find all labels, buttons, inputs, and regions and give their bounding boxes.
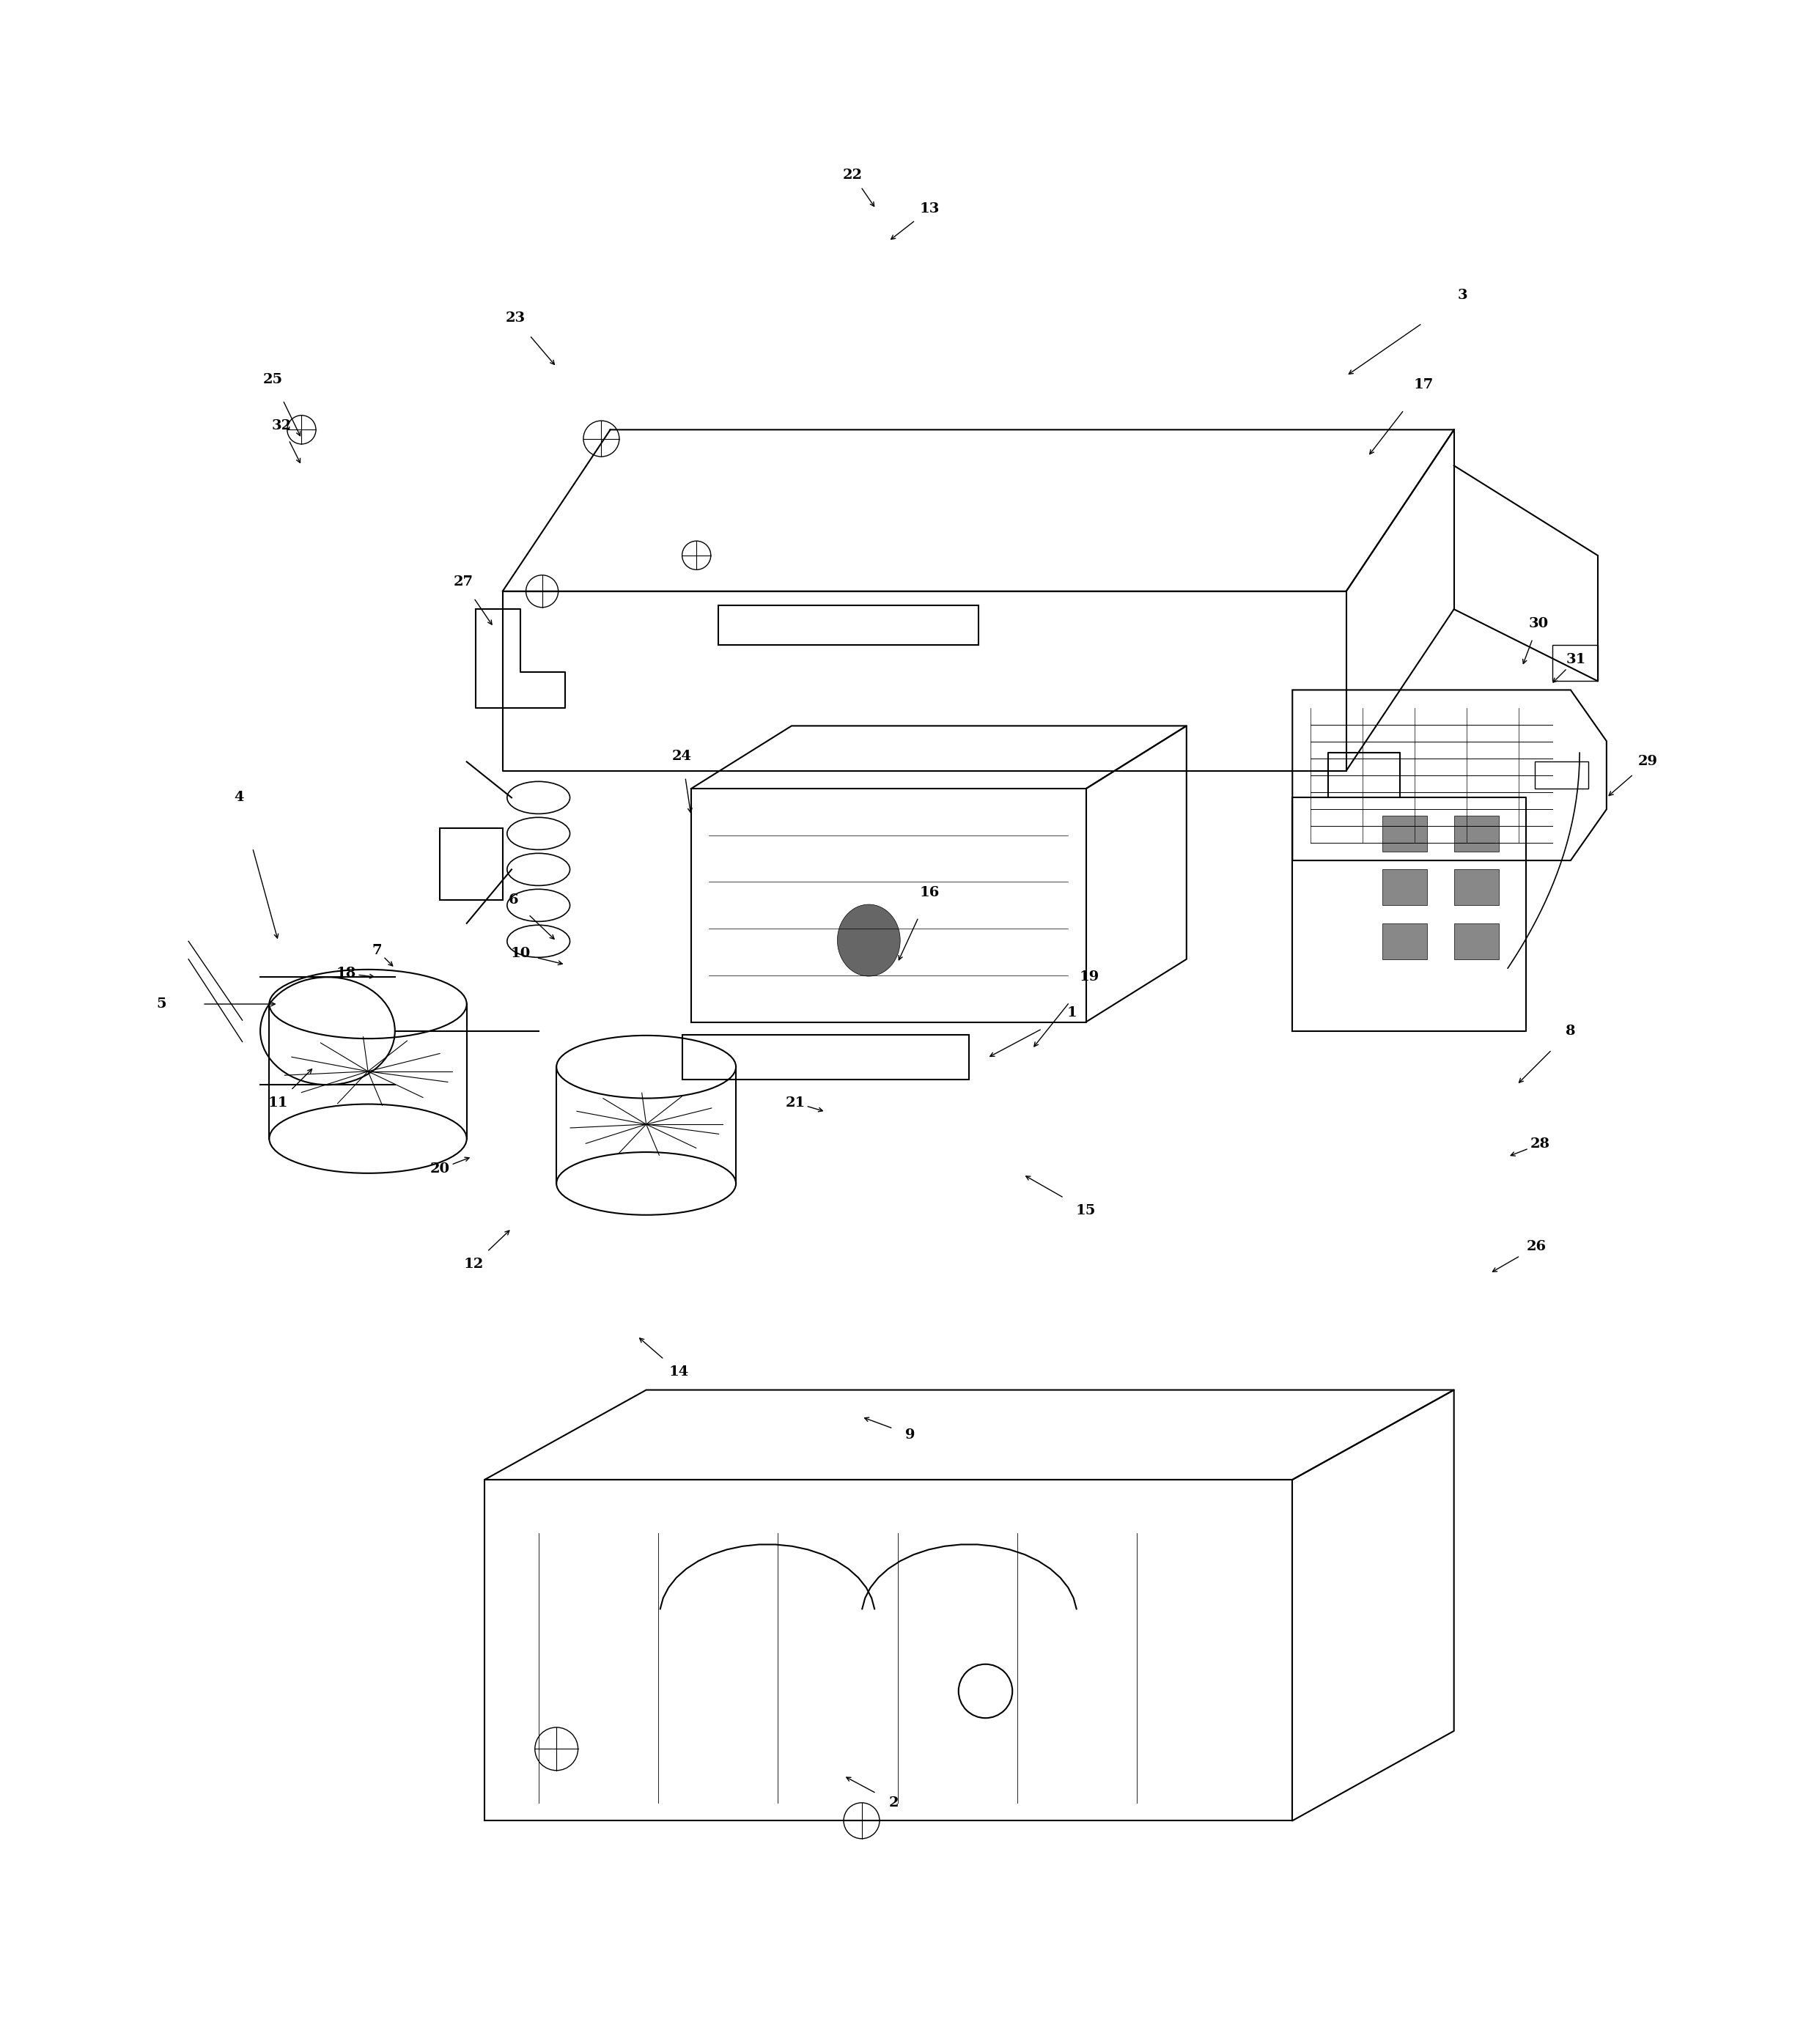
Text: 22: 22 <box>842 168 863 182</box>
Text: 23: 23 <box>504 313 526 325</box>
Text: 28: 28 <box>1529 1136 1551 1151</box>
Text: 19: 19 <box>1079 971 1100 983</box>
Text: 18: 18 <box>336 967 357 981</box>
Text: 17: 17 <box>1413 378 1434 392</box>
Text: 25: 25 <box>262 372 284 386</box>
Text: 9: 9 <box>905 1429 915 1441</box>
Text: 8: 8 <box>1565 1024 1576 1038</box>
Bar <box>1454 924 1499 959</box>
Bar <box>1535 762 1589 789</box>
Bar <box>440 828 503 899</box>
Text: 2: 2 <box>889 1797 899 1809</box>
Bar <box>1382 816 1427 852</box>
Text: 16: 16 <box>919 887 941 899</box>
Ellipse shape <box>836 903 901 977</box>
Text: 12: 12 <box>463 1257 485 1271</box>
Text: 32: 32 <box>271 419 293 433</box>
Text: 3: 3 <box>1458 288 1468 303</box>
Text: 5: 5 <box>156 997 167 1010</box>
Text: 1: 1 <box>1066 1006 1077 1020</box>
Bar <box>682 1034 969 1079</box>
Bar <box>1454 816 1499 852</box>
Text: 20: 20 <box>429 1163 451 1175</box>
Text: 27: 27 <box>452 576 474 589</box>
Text: 6: 6 <box>508 893 519 908</box>
Text: 31: 31 <box>1565 652 1587 666</box>
Text: 21: 21 <box>784 1096 806 1110</box>
Text: 4: 4 <box>233 791 244 803</box>
Text: 29: 29 <box>1637 754 1659 769</box>
Text: 13: 13 <box>919 202 941 215</box>
Bar <box>1454 869 1499 905</box>
Text: 26: 26 <box>1526 1241 1547 1253</box>
Text: 24: 24 <box>671 750 693 762</box>
Text: 7: 7 <box>372 944 382 957</box>
Bar <box>718 605 978 646</box>
Text: 11: 11 <box>267 1096 289 1110</box>
Text: 30: 30 <box>1528 617 1549 630</box>
Bar <box>1382 869 1427 905</box>
Bar <box>1553 646 1598 681</box>
Text: 15: 15 <box>1075 1204 1097 1216</box>
Text: 14: 14 <box>668 1365 689 1378</box>
Bar <box>1382 924 1427 959</box>
Text: 10: 10 <box>510 946 531 961</box>
